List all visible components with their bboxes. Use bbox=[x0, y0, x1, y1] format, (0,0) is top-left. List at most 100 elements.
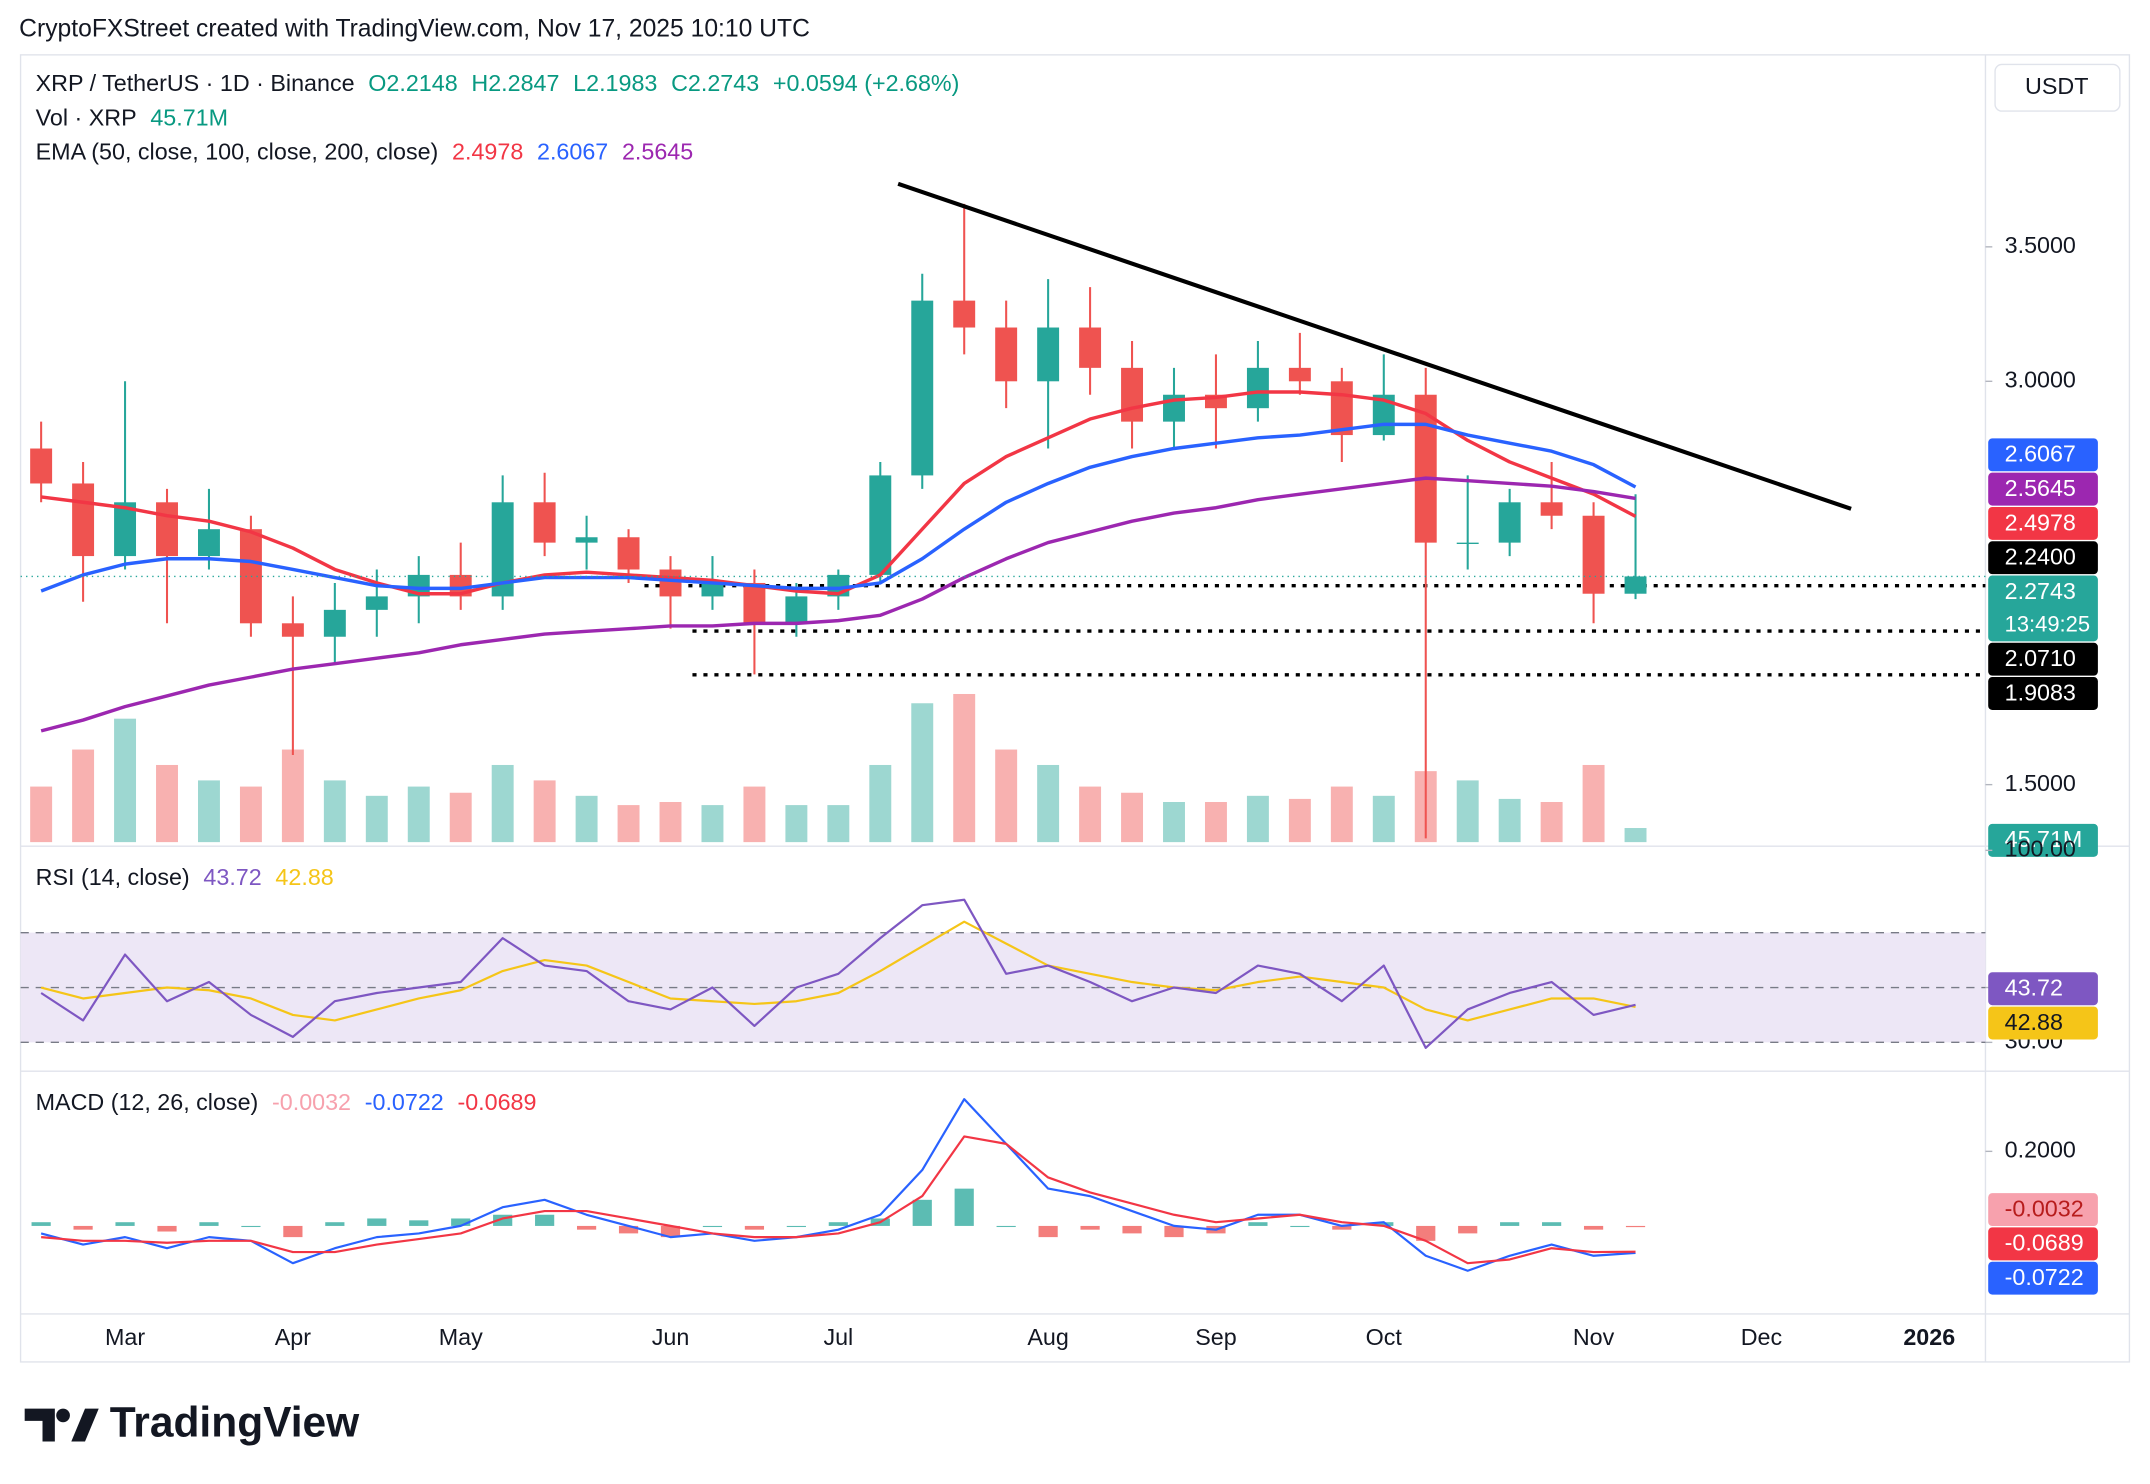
x-tick-label: May bbox=[439, 1324, 483, 1350]
series-line bbox=[40, 898, 1636, 1049]
candle-body bbox=[1582, 515, 1605, 594]
candle-body bbox=[1498, 502, 1521, 543]
histogram-bar bbox=[1332, 1225, 1352, 1230]
attribution: CryptoFXStreet created with TradingView.… bbox=[19, 16, 810, 43]
volume-bar bbox=[239, 786, 262, 843]
candle-body bbox=[491, 502, 514, 597]
candle-body bbox=[617, 537, 640, 570]
histogram-bar bbox=[283, 1225, 303, 1238]
candle-body bbox=[1414, 394, 1437, 543]
indicator-label: -0.0722 bbox=[2005, 1264, 2084, 1290]
volume-bar bbox=[407, 786, 430, 843]
histogram-bar bbox=[660, 1225, 681, 1238]
macd-title: MACD (12, 26, close) bbox=[36, 1089, 259, 1115]
axes: 1.5000 3.0000 3.5000 Mar Apr May Jun Jul Aug Sep O… bbox=[105, 232, 2098, 1350]
y-tick-label: 0.2000 bbox=[2005, 1137, 2076, 1163]
histogram-bar bbox=[576, 1225, 597, 1230]
candle-body bbox=[911, 300, 934, 476]
volume-bar bbox=[659, 802, 682, 843]
indicator-label: 43.72 bbox=[2005, 975, 2063, 1001]
last-price-label: 13:49:25 bbox=[2005, 611, 2090, 636]
histogram-bar bbox=[241, 1225, 261, 1228]
volume-bar bbox=[1540, 802, 1563, 843]
currency-box[interactable] bbox=[1994, 63, 2121, 112]
volume-bar bbox=[1079, 786, 1102, 843]
ema-title: EMA (50, close, 100, close, 200, close) bbox=[36, 139, 439, 165]
volume-bar bbox=[1624, 828, 1647, 843]
histogram-bar bbox=[954, 1188, 974, 1226]
volume-bar bbox=[323, 780, 346, 843]
candle-body bbox=[1079, 327, 1102, 368]
histogram-bar bbox=[1122, 1225, 1142, 1234]
candle-body bbox=[533, 502, 556, 543]
rsi-pane bbox=[20, 898, 1986, 1049]
level-label: 1.9083 bbox=[2005, 679, 2076, 705]
x-tick-label: Apr bbox=[275, 1324, 311, 1350]
indicator-label-box bbox=[1988, 1227, 2098, 1261]
x-tick-label: Oct bbox=[1366, 1324, 1403, 1350]
histogram-bar bbox=[1458, 1225, 1478, 1234]
y-tick-label: 1.5000 bbox=[2005, 770, 2076, 796]
ema-legend: EMA (50, close, 100, close, 200, close) 2… bbox=[36, 139, 694, 165]
histogram-bar bbox=[409, 1220, 429, 1226]
histogram-bar bbox=[73, 1225, 93, 1230]
series-line bbox=[41, 1135, 1636, 1265]
volume-bar bbox=[156, 764, 178, 843]
candle-body bbox=[701, 582, 724, 597]
indicator-label: 42.88 bbox=[2005, 1009, 2063, 1035]
macd-legend: MACD (12, 26, close) -0.0032 -0.0722 -0.068… bbox=[36, 1089, 537, 1115]
candle-body bbox=[785, 596, 808, 624]
y-tick-label: 3.5000 bbox=[2005, 232, 2076, 258]
histogram-bar bbox=[367, 1218, 387, 1226]
histogram-bar bbox=[702, 1225, 723, 1228]
price-legend: XRP / TetherUS · 1D · Binance O2.2148 H2.2… bbox=[36, 70, 960, 96]
candle-body bbox=[659, 569, 682, 597]
volume-bar bbox=[114, 718, 137, 843]
volume-bar bbox=[743, 786, 766, 843]
volume-bar bbox=[491, 764, 514, 843]
level-label-box bbox=[1988, 677, 2098, 710]
histogram-bar bbox=[493, 1214, 513, 1226]
ema-value: 2.4978 bbox=[452, 139, 523, 165]
volume-bar bbox=[365, 795, 388, 843]
volume-value: 45.71M bbox=[150, 104, 228, 130]
indicator-label-box bbox=[1988, 1006, 2098, 1040]
currency[interactable]: USDT bbox=[2025, 73, 2088, 99]
x-tick-label: Jun bbox=[652, 1324, 690, 1350]
candle-body bbox=[575, 537, 598, 543]
ema-price-label: 2.6067 bbox=[2005, 441, 2076, 467]
ohlc: H2.2847 bbox=[471, 70, 559, 96]
volume-bar bbox=[1037, 764, 1060, 843]
price-pane bbox=[20, 203, 1986, 843]
volume-bar bbox=[827, 805, 850, 843]
candle-body bbox=[1624, 576, 1647, 594]
level-label: 2.2400 bbox=[2005, 544, 2076, 570]
indicator-label-box bbox=[1988, 1261, 2098, 1295]
histogram-bar bbox=[618, 1225, 639, 1234]
volume-bar bbox=[1330, 786, 1353, 843]
candle-body bbox=[30, 448, 53, 484]
histogram-bar bbox=[1164, 1225, 1184, 1238]
x-tick-label: Jul bbox=[823, 1324, 853, 1350]
indicator-label: -0.0032 bbox=[2005, 1195, 2084, 1221]
x-tick-label: Aug bbox=[1027, 1324, 1068, 1350]
histogram-bar bbox=[996, 1225, 1016, 1228]
histogram-bar bbox=[1542, 1222, 1562, 1226]
volume-label-box bbox=[1988, 823, 2098, 857]
histogram-bar bbox=[912, 1199, 932, 1226]
candle-body bbox=[953, 300, 976, 328]
volume-bar bbox=[1121, 792, 1144, 843]
rsi-title: RSI (14, close) bbox=[36, 864, 190, 890]
histogram-bar bbox=[451, 1218, 471, 1226]
volume-bar bbox=[701, 805, 724, 843]
volume-title: Vol · XRP bbox=[36, 104, 137, 130]
volume-bar bbox=[1582, 764, 1605, 843]
x-tick-label: Dec bbox=[1741, 1324, 1783, 1350]
histogram-bar bbox=[1248, 1222, 1268, 1226]
histogram-bar bbox=[199, 1222, 219, 1226]
rsi-ma-value: 42.88 bbox=[275, 864, 333, 890]
candle-body bbox=[869, 475, 892, 575]
candle-body bbox=[995, 327, 1018, 382]
y-tick-label: 100.00 bbox=[2005, 836, 2076, 862]
ema-value: 2.5645 bbox=[622, 139, 693, 165]
